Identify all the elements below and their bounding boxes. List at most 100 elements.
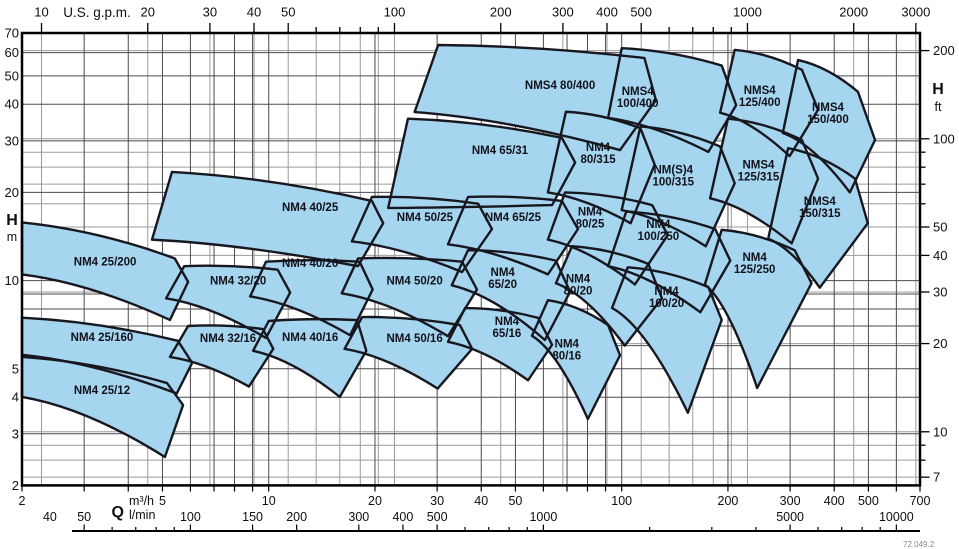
bottom-m3h-label: 200 — [718, 494, 739, 508]
top-tick-label: 50 — [281, 5, 295, 20]
region-outline-nms4-125-315 — [708, 117, 820, 245]
region-label-nm4-65-20-line2: 65/20 — [488, 279, 517, 291]
top-tick-label: 30 — [203, 5, 217, 20]
region-fill-nm4-40-20 — [250, 260, 373, 336]
pump-region-outlines — [20, 43, 877, 459]
region-label-nms4-125-400-line2: 125/400 — [739, 97, 781, 109]
region-outline-nm4-80-315 — [546, 110, 656, 225]
region-fill-nm4-65-16 — [447, 308, 553, 381]
region-label-nm4-80-315-line2: 80/315 — [580, 154, 616, 166]
left-tick-label: 3 — [12, 426, 19, 441]
top-tick-label: 10 — [34, 5, 48, 20]
region-fill-nm4-50-20 — [341, 257, 477, 337]
region-label-nm4-65-16-line2: 65/16 — [493, 328, 522, 340]
lmin-label: 400 — [392, 510, 413, 524]
lmin-label: 200 — [286, 510, 307, 524]
right-tick-label: 20 — [933, 336, 947, 351]
region-label-nm-s-4-100-315-line2: 100/315 — [652, 177, 694, 189]
region-label-nm4-80-315-line1: NM4 — [586, 142, 611, 154]
top-tick-label: 500 — [630, 5, 652, 20]
region-outline-nm-s-4-100-315 — [620, 125, 736, 248]
right-axis-unit: ft — [935, 100, 942, 114]
top-axis-unit-label: U.S. g.p.m. — [63, 5, 131, 20]
top-tick-label: 40 — [247, 5, 261, 20]
pump-region-labels: NM4 25/12 NM4 25/160 NM4 32/16 NM4 40/16 NM4… — [71, 80, 849, 397]
region-label-nms4-125-400-line1: NMS4 — [744, 85, 777, 97]
region-outline-nm4-125-250 — [703, 228, 813, 390]
right-tick-label: 7 — [933, 470, 940, 485]
bottom-m3h-label: 400 — [824, 494, 845, 508]
right-tick-label: 30 — [933, 284, 947, 299]
region-outline-nms4-125-400 — [718, 48, 820, 158]
region-label-nms4-125-315-line1: NMS4 — [742, 159, 775, 171]
bottom-m3h-label: 5 — [159, 494, 166, 508]
region-fill-nms4-80-400 — [414, 45, 656, 151]
region-outline-nm4-65-31 — [386, 117, 577, 210]
top-tick-label: 2000 — [839, 5, 868, 20]
top-tick-label: 200 — [490, 5, 512, 20]
left-tick-label: 70 — [5, 26, 19, 41]
region-label-nm4-32-20: NM4 32/20 — [210, 276, 266, 288]
right-tick-label: 40 — [933, 248, 947, 263]
region-outline-nm4-80-20 — [554, 245, 664, 347]
left-tick-label: 5 — [12, 361, 19, 376]
top-tick-label: 300 — [552, 5, 574, 20]
right-tick-label: 10 — [933, 424, 947, 439]
region-label-nm4-125-250-line2: 125/250 — [734, 264, 776, 276]
region-fill-nm4-32-16 — [169, 325, 274, 387]
left-tick-label: 2 — [12, 478, 19, 493]
region-label-nm4-80-25-line1: NM4 — [578, 207, 603, 219]
left-tick-label: 30 — [5, 133, 19, 148]
bottom-m3h-label: 30 — [430, 494, 444, 508]
region-label-nm4-40-20: NM4 40/20 — [282, 258, 338, 270]
region-label-nms4-125-315-line2: 125/315 — [738, 171, 780, 183]
region-label-nm4-125-250-line1: NM4 — [742, 252, 767, 264]
region-label-nm4-80-20-line1: NM4 — [566, 273, 591, 285]
bottom-m3h-label: 20 — [368, 494, 382, 508]
bottom-m3h-label: 700 — [910, 494, 931, 508]
left-tick-label: 50 — [5, 68, 19, 83]
region-label-nm4-40-25: NM4 40/25 — [282, 202, 339, 214]
pump-region-fills — [22, 45, 876, 458]
region-fill-nms4-100-400 — [608, 48, 737, 152]
left-tick-label: 40 — [5, 97, 19, 112]
lmin-label: 10000 — [879, 510, 914, 524]
bottom-axis-unit-m3h: m³/h — [129, 494, 154, 508]
right-tick-label: 200 — [933, 43, 955, 58]
bottom-m3h-label: 40 — [474, 494, 488, 508]
lmin-label: 5000 — [776, 510, 804, 524]
region-label-nm4-40-16: NM4 40/16 — [282, 332, 338, 344]
region-outline-nm4-32-16 — [168, 324, 275, 388]
region-fill-nm4-50-25 — [351, 196, 492, 272]
region-fill-nm4-125-250 — [704, 229, 812, 388]
region-outline-nm4-40-20 — [248, 259, 374, 337]
right-tick-label: 100 — [933, 131, 955, 146]
region-label-nms4-150-400-line2: 150/400 — [807, 114, 849, 126]
region-label-nms4-150-315-line2: 150/315 — [799, 208, 841, 220]
left-tick-label: 20 — [5, 185, 19, 200]
region-outline-nm4-50-25 — [350, 195, 494, 274]
region-fill-nm-s-4-100-315 — [621, 126, 735, 247]
top-tick-label: 20 — [141, 5, 155, 20]
region-label-nm4-25-12: NM4 25/12 — [74, 385, 130, 397]
plot-border — [20, 31, 922, 487]
top-tick-label: 100 — [384, 5, 406, 20]
right-axis-symbol: H — [932, 81, 944, 98]
region-label-nm4-25-160: NM4 25/160 — [71, 332, 134, 344]
region-fill-nm4-65-31 — [388, 118, 576, 208]
bottom-m3h-label: 10 — [262, 494, 276, 508]
plot-frame — [20, 31, 922, 487]
region-outline-nms4-80-400 — [413, 43, 658, 152]
region-fill-nm4-40-16 — [253, 319, 367, 397]
lmin-label: 300 — [348, 510, 369, 524]
region-outline-nm4-50-20 — [340, 256, 479, 338]
region-outline-nm4-40-25 — [150, 170, 385, 268]
region-label-nm-s-4-100-315-line1: NM(S)4 — [653, 165, 693, 177]
region-label-nm4-32-16: NM4 32/16 — [200, 333, 256, 345]
left-tick-label: 60 — [5, 45, 19, 60]
region-label-nm4-100-250-line1: NM4 — [646, 219, 671, 231]
bottom-m3h-label: 2 — [19, 494, 26, 508]
region-label-nms4-100-400-line2: 100/400 — [617, 98, 659, 110]
region-label-nm4-100-250-line2: 100/250 — [638, 231, 680, 243]
